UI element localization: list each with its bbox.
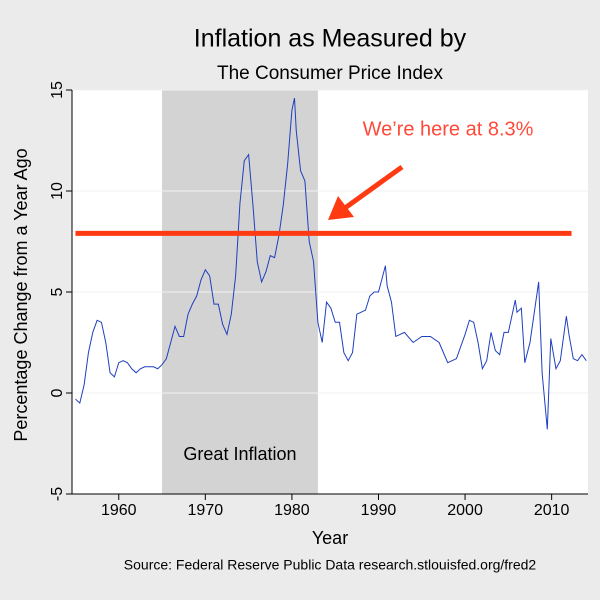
y-tick-label: -5 xyxy=(49,487,66,501)
annotation-arrow xyxy=(328,164,404,220)
chart-title: Inflation as Measured by xyxy=(194,25,467,53)
x-axis-label: Year xyxy=(312,528,348,548)
source-note: Source: Federal Reserve Public Data rese… xyxy=(124,557,537,573)
y-tick-label: 10 xyxy=(49,182,66,200)
annotation: We’re here at 8.3% xyxy=(363,118,534,140)
x-tick-label: 1980 xyxy=(274,502,310,519)
x-tick-label: 2000 xyxy=(447,502,483,519)
y-tick-label: 0 xyxy=(49,388,66,397)
x-tick-label: 1970 xyxy=(188,502,224,519)
y-tick-label: 5 xyxy=(49,287,66,296)
plot-area: Great Inflation -5 0 5 10 15 1960 1970 1980 1990 2… xyxy=(49,81,588,519)
y-tick-label: 15 xyxy=(49,81,66,99)
x-tick-label: 1990 xyxy=(361,502,397,519)
chart-subtitle: The Consumer Price Index xyxy=(217,63,443,84)
y-axis-label: Percentage Change from a Year Ago xyxy=(11,148,31,441)
data-line xyxy=(75,97,587,430)
shaded-region-label: Great Inflation xyxy=(183,444,296,464)
x-tick-label: 2010 xyxy=(534,502,570,519)
x-tick-label: 1960 xyxy=(101,502,137,519)
